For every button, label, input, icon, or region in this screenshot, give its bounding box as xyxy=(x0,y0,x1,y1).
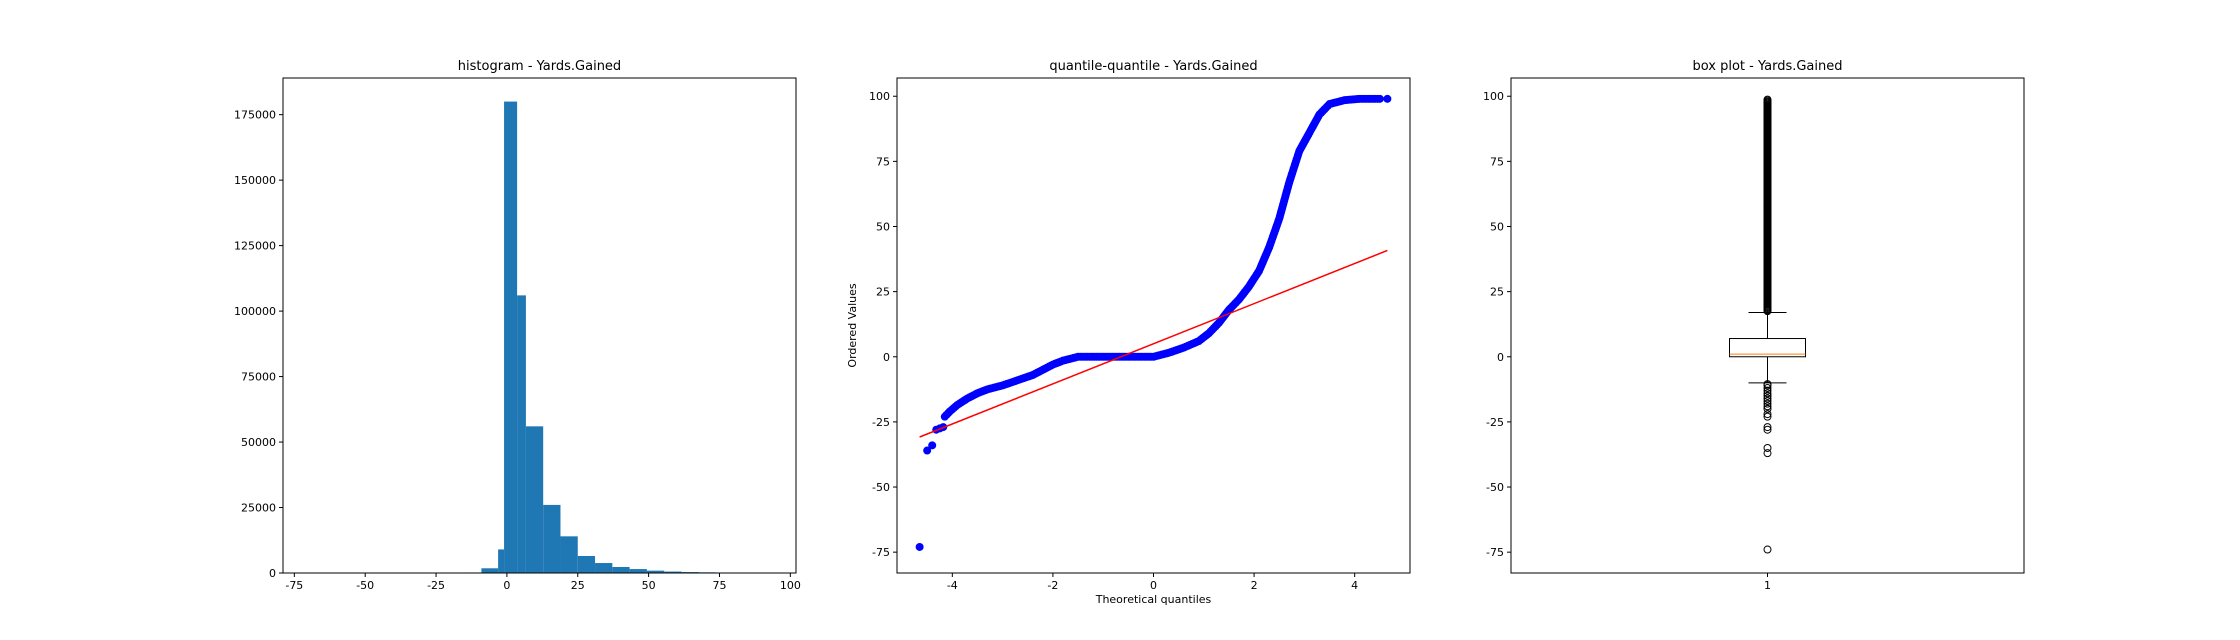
qq-plot-panel: quantile-quantile - Yards.Gained -75 -50 -2… xyxy=(846,59,1411,606)
y-axis-label: Ordered Values xyxy=(846,283,859,367)
x-axis-label: Theoretical quantiles xyxy=(1095,593,1212,606)
histogram-bar xyxy=(664,571,682,573)
x-tick-label: 100 xyxy=(780,579,801,592)
flier-point xyxy=(1763,410,1772,419)
y-tick-label: -50 xyxy=(1486,481,1504,494)
plot-frame xyxy=(896,77,1411,574)
histogram-bar xyxy=(595,563,613,573)
qq-outlier-point xyxy=(915,542,924,551)
chart-title: quantile-quantile - Yards.Gained xyxy=(1049,59,1257,74)
y-tick-label: -25 xyxy=(872,416,890,429)
y-tick-label: 50000 xyxy=(241,436,276,449)
histogram-panel: histogram - Yards.Gained 0 25000 50000 75000… xyxy=(234,59,801,592)
qq-outlier-point xyxy=(928,441,937,450)
y-tick-label: 0 xyxy=(883,351,890,364)
flier-point xyxy=(1763,425,1772,434)
histogram-bar xyxy=(560,536,578,573)
x-tick-label: -2 xyxy=(1047,579,1058,592)
flier-point xyxy=(1763,394,1772,403)
flier-point xyxy=(1763,389,1772,398)
histogram-bar xyxy=(517,295,526,573)
flier-point xyxy=(1763,386,1772,395)
y-tick-label: 25 xyxy=(876,286,890,299)
x-tick-label: 25 xyxy=(571,579,585,592)
y-tick-label: 75 xyxy=(876,155,890,168)
y-tick-label: 100000 xyxy=(234,305,276,318)
histogram-bar xyxy=(543,504,561,573)
qq-outlier-point xyxy=(923,446,932,455)
y-tick-label: 175000 xyxy=(234,109,276,122)
chart-title: histogram - Yards.Gained xyxy=(458,59,621,74)
box-plot-panel: box plot - Yards.Gained -75 -50 -25 0 25 50 75 1… xyxy=(1483,59,2025,592)
y-tick-label: 25 xyxy=(1490,286,1504,299)
qq-point xyxy=(1375,94,1384,103)
histogram-bar xyxy=(525,426,544,573)
histogram-bar xyxy=(629,569,647,573)
x-tick-label: 2 xyxy=(1251,579,1258,592)
flier-point xyxy=(1763,423,1772,432)
y-tick-label: 125000 xyxy=(234,240,276,253)
flier-point xyxy=(1763,391,1772,400)
y-tick-label: 100 xyxy=(869,90,890,103)
flier-point xyxy=(1763,412,1772,421)
y-tick-label: 50 xyxy=(1490,221,1504,234)
x-tick-label: -4 xyxy=(947,579,958,592)
y-tick-label: 100 xyxy=(1483,90,1504,103)
y-tick-label: 50 xyxy=(876,221,890,234)
y-tick-label: -75 xyxy=(872,546,890,559)
y-tick-label: -50 xyxy=(872,481,890,494)
y-tick-label: -25 xyxy=(1486,416,1504,429)
flier-point xyxy=(1763,95,1772,104)
chart-title: box plot - Yards.Gained xyxy=(1692,59,1842,74)
flier-point xyxy=(1763,384,1772,393)
flier-point xyxy=(1763,402,1772,411)
histogram-bar xyxy=(612,566,630,573)
flier-point xyxy=(1763,545,1772,554)
x-tick-label: 1 xyxy=(1764,579,1771,592)
flier-point xyxy=(1763,443,1772,452)
flier-point xyxy=(1763,381,1772,390)
x-tick-label: -50 xyxy=(356,579,374,592)
histogram-bar xyxy=(646,570,665,573)
qq-point xyxy=(1383,94,1392,103)
iqr-box xyxy=(1729,338,1806,358)
y-tick-label: 75000 xyxy=(241,371,276,384)
x-tick-label: -75 xyxy=(285,579,303,592)
y-tick-label: 150000 xyxy=(234,174,276,187)
y-tick-label: 75 xyxy=(1490,155,1504,168)
x-tick-label: 75 xyxy=(712,579,726,592)
y-tick-label: 25000 xyxy=(241,502,276,515)
flier-point xyxy=(1763,397,1772,406)
x-tick-label: 0 xyxy=(503,579,510,592)
y-tick-label: -75 xyxy=(1486,546,1504,559)
y-tick-label: 0 xyxy=(1497,351,1504,364)
flier-point xyxy=(1763,404,1772,413)
histogram-bar xyxy=(481,568,499,573)
histogram-bar xyxy=(577,555,596,573)
plot-frame xyxy=(282,77,797,574)
histogram-bar xyxy=(504,101,518,574)
histogram-bar xyxy=(498,549,505,573)
x-tick-label: -25 xyxy=(427,579,445,592)
y-tick-label: 0 xyxy=(269,567,276,580)
flier-point xyxy=(1763,399,1772,408)
x-tick-label: 4 xyxy=(1351,579,1358,592)
flier-point xyxy=(1763,449,1772,458)
x-tick-label: 0 xyxy=(1150,579,1157,592)
x-tick-label: 50 xyxy=(642,579,656,592)
fit-line xyxy=(919,249,1388,438)
